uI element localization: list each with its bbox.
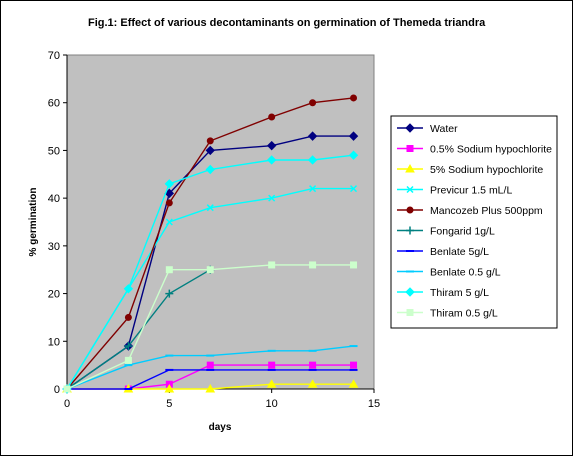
data-point (307, 379, 318, 388)
legend-item: 0.5% Sodium hypochlorite (397, 144, 552, 156)
x-axis-label: days (209, 422, 232, 433)
data-point (268, 113, 276, 121)
legend-marker (406, 226, 414, 235)
series-8 (62, 150, 359, 394)
x-tick-label: 5 (166, 398, 172, 410)
legend-label: Water (430, 123, 458, 135)
legend-item: Thiram 0.5 g/L (397, 308, 498, 320)
legend-item: 5% Sodium hypochlorite (397, 163, 543, 176)
y-tick-label: 30 (48, 241, 60, 253)
series-layer (62, 94, 359, 394)
data-point (165, 266, 173, 274)
y-tick-label: 60 (48, 98, 60, 110)
series-4 (63, 94, 358, 393)
data-point (348, 150, 359, 160)
legend-label: Thiram 5 g/L (430, 287, 489, 299)
data-point (309, 361, 317, 369)
data-point (266, 379, 277, 388)
y-axis-label: % germination (28, 188, 39, 257)
y-tick-label: 0 (54, 384, 60, 396)
legend-label: 5% Sodium hypochlorite (430, 164, 543, 176)
x-axis: 0 5 10 15 (64, 388, 380, 410)
legend-item: Thiram 5 g/L (397, 287, 489, 299)
data-point (205, 145, 215, 156)
data-point (206, 266, 214, 274)
data-point (350, 185, 358, 193)
data-point (205, 383, 216, 393)
legend-item: Fongarid 1g/L (397, 226, 495, 238)
data-point (123, 284, 134, 294)
data-point (268, 261, 276, 269)
data-point (348, 379, 359, 388)
legend-label: Mancozeb Plus 500ppm (430, 205, 543, 217)
data-point (206, 361, 214, 369)
data-point (206, 204, 214, 212)
data-point (266, 155, 277, 165)
data-point (309, 185, 317, 193)
legend-marker (405, 123, 415, 133)
data-point (124, 356, 132, 364)
data-point (309, 261, 317, 269)
data-point (165, 199, 173, 207)
data-point (164, 383, 175, 393)
series-9 (63, 261, 358, 393)
y-tick-label: 50 (48, 145, 60, 157)
data-point (307, 155, 318, 165)
legend-label: 0.5% Sodium hypochlorite (430, 144, 552, 156)
legend-marker (406, 145, 414, 152)
data-point (63, 385, 71, 393)
data-point (205, 164, 215, 175)
y-tick-label: 10 (48, 336, 60, 348)
y-axis: 0 10 20 30 40 50 60 70 (48, 50, 68, 396)
legend-marker (406, 185, 414, 194)
y-tick-label: 40 (48, 193, 60, 205)
y-tick-label: 20 (48, 289, 60, 301)
chart-title: Fig.1: Effect of various decontaminants … (88, 17, 486, 29)
data-point (206, 137, 214, 145)
legend: Water 0.5% Sodium hypochlorite 5% Sodium h… (390, 115, 558, 329)
legend-label: Thiram 0.5 g/L (430, 308, 498, 320)
x-tick-label: 10 (266, 398, 278, 410)
x-tick-label: 15 (368, 398, 380, 410)
data-point (348, 131, 359, 141)
legend-item: Benlate 0.5 g/L (397, 267, 501, 279)
data-point (350, 94, 358, 102)
legend-marker (405, 287, 415, 297)
data-point (307, 131, 318, 141)
data-point (268, 194, 276, 202)
legend-label: Previcur 1.5 mL/L (430, 185, 512, 197)
data-point (309, 99, 317, 107)
legend-label: Fongarid 1g/L (430, 226, 495, 238)
data-point (124, 342, 133, 351)
data-point (164, 179, 175, 189)
legend-label: Benlate 5g/L (430, 246, 489, 258)
x-tick-label: 0 (64, 398, 70, 410)
data-point (350, 361, 358, 369)
data-point (350, 261, 358, 269)
data-point (266, 140, 277, 151)
legend-item: Water (397, 123, 458, 135)
legend-item: Benlate 5g/L (397, 246, 489, 258)
legend-marker (405, 163, 415, 173)
legend-marker (406, 206, 414, 214)
data-point (124, 313, 132, 321)
plot-area (66, 54, 375, 390)
data-point (165, 289, 174, 298)
legend-marker (406, 309, 414, 316)
y-tick-label: 70 (48, 50, 60, 62)
legend-item: Mancozeb Plus 500ppm (397, 205, 543, 217)
legend-item: Previcur 1.5 mL/L (397, 185, 512, 197)
data-point (165, 218, 173, 226)
series-line (66, 269, 211, 390)
data-point (268, 361, 276, 369)
legend-label: Benlate 0.5 g/L (430, 267, 501, 279)
